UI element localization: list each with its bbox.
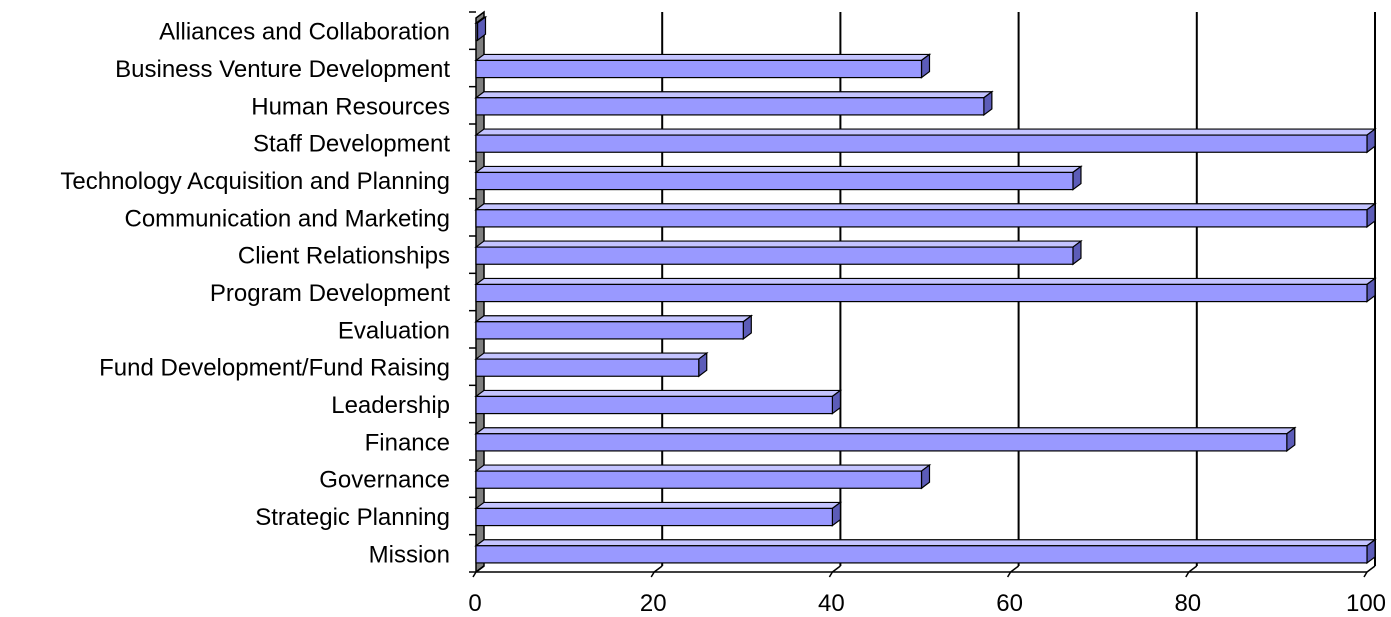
bar-top-face xyxy=(474,53,932,62)
bar-top-face xyxy=(474,165,1083,174)
bar-front-face xyxy=(475,246,1074,265)
x-tick-mark xyxy=(831,565,841,573)
bar-top-face xyxy=(474,427,1297,435)
bar-front-face xyxy=(475,209,1368,228)
category-label: Communication and Marketing xyxy=(125,205,451,232)
category-label: Program Development xyxy=(210,280,450,307)
x-tick-mark xyxy=(472,571,477,578)
bar-top-face xyxy=(474,501,843,510)
x-tick-mark xyxy=(1185,571,1190,578)
category-label: Fund Development/Fund Raising xyxy=(99,355,450,382)
category-label: Governance xyxy=(319,467,450,494)
bar-front-face xyxy=(475,134,1368,153)
bar-front-face xyxy=(475,470,923,489)
bar xyxy=(474,426,1297,453)
bar-front-face xyxy=(475,97,985,116)
bar xyxy=(474,277,1377,303)
category-labels: Mission Strategic Planning Governance Finan… xyxy=(60,19,450,569)
bar xyxy=(474,501,843,527)
bar-front-face xyxy=(475,59,923,79)
category-label: Evaluation xyxy=(338,317,450,344)
x-tick-label: 100 xyxy=(1346,590,1386,617)
category-label: Technology Acquisition and Planning xyxy=(60,168,450,195)
bar xyxy=(474,53,932,79)
x-tick-mark xyxy=(1363,571,1368,578)
category-label: Alliances and Collaboration xyxy=(159,19,450,46)
bar xyxy=(474,15,488,42)
bars xyxy=(474,15,1377,565)
x-tick-mark xyxy=(475,565,485,573)
bar-front-face xyxy=(475,507,833,527)
bar-top-face xyxy=(474,389,843,398)
bar-top-face xyxy=(474,539,1377,547)
bar xyxy=(474,127,1377,154)
bar-front-face xyxy=(475,395,833,415)
bar-top-face xyxy=(474,203,1377,211)
bar-top-face xyxy=(474,240,1083,248)
bar-top-face xyxy=(474,315,754,323)
x-tick-mark xyxy=(1006,571,1012,578)
category-label: Mission xyxy=(369,541,450,568)
category-label: Business Venture Development xyxy=(115,56,450,83)
x-tick-mark xyxy=(650,571,655,578)
bar-front-face xyxy=(475,433,1288,452)
bar-front-face xyxy=(475,358,700,377)
x-tick-label: 0 xyxy=(468,590,481,617)
x-tick-label: 20 xyxy=(640,590,667,617)
bar-top-face xyxy=(474,128,1377,136)
category-label: Client Relationships xyxy=(238,243,450,270)
bar-front-face xyxy=(475,283,1368,303)
x-tick-label: 60 xyxy=(996,590,1023,617)
bar xyxy=(474,463,932,490)
x-tick-mark xyxy=(828,571,834,578)
bar xyxy=(474,239,1083,266)
bar xyxy=(474,538,1377,565)
bar xyxy=(474,202,1377,229)
category-label: Staff Development xyxy=(253,131,450,158)
bar xyxy=(474,165,1083,191)
x-tick-label: 80 xyxy=(1174,590,1201,617)
category-label: Finance xyxy=(365,429,450,456)
bar xyxy=(474,389,843,415)
bar-top-face xyxy=(474,91,994,99)
bar-front-face xyxy=(475,171,1074,191)
bar xyxy=(474,314,754,341)
category-label: Leadership xyxy=(331,392,450,419)
bar xyxy=(474,351,709,378)
x-tick-mark xyxy=(1010,565,1020,573)
x-tick-mark xyxy=(1188,565,1198,573)
bar-front-face xyxy=(475,545,1368,564)
bar-top-face xyxy=(474,277,1377,286)
x-tick-label: 40 xyxy=(818,590,845,617)
x-tick-mark xyxy=(653,565,663,573)
bar xyxy=(474,90,994,117)
bar-front-face xyxy=(475,321,744,340)
bar-top-face xyxy=(474,352,709,360)
category-label: Strategic Planning xyxy=(255,504,450,531)
x-tick-mark xyxy=(1366,565,1376,573)
category-label: Human Resources xyxy=(251,93,450,120)
axes xyxy=(469,11,1376,578)
bar-front-face xyxy=(475,22,479,41)
bar-top-face xyxy=(474,464,932,472)
x-tick-labels: 0 20 40 60 80 100 xyxy=(468,590,1386,617)
